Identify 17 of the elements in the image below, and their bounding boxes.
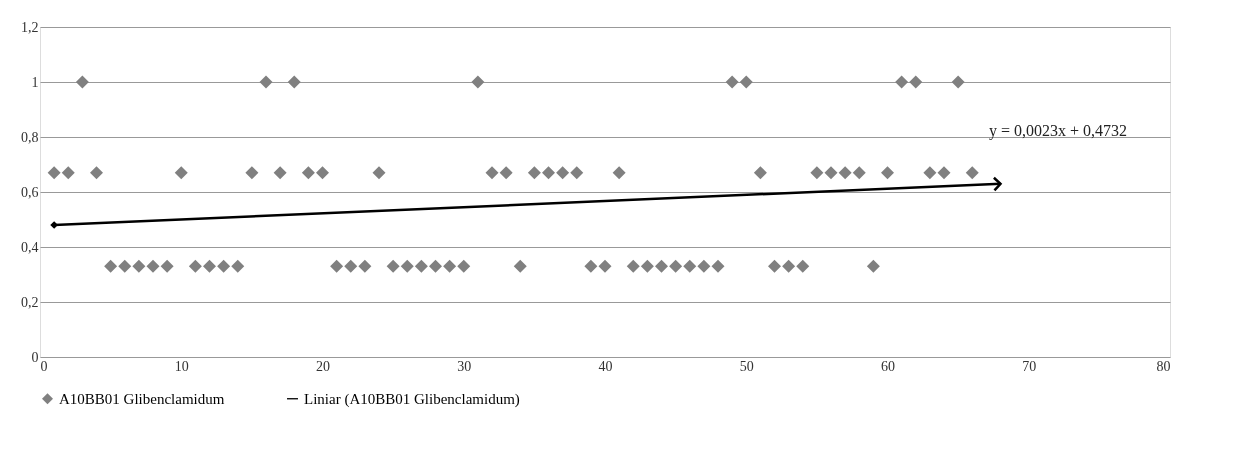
- x-tick-label: 80: [1156, 358, 1171, 374]
- x-tick-label: 40: [598, 358, 613, 374]
- x-tick-label: 70: [1022, 358, 1037, 374]
- y-tick-label: 0,8: [21, 129, 39, 145]
- y-tick-label: 0,4: [21, 239, 39, 255]
- x-tick-label: 10: [174, 358, 189, 374]
- annotation: y = 0,0023x + 0,4732: [988, 122, 1128, 141]
- y-tick-label: 0,2: [21, 294, 39, 310]
- x-tick-label: 20: [316, 358, 330, 374]
- y-tick-label: 1: [31, 74, 39, 90]
- legend-label: A10BB01 Glibenclamidum: [59, 390, 225, 407]
- legend-label: Liniar (A10BB01 Glibenclamidum): [304, 390, 520, 408]
- y-tick-label: 1,2: [21, 19, 39, 35]
- x-tick-label: 30: [457, 358, 472, 374]
- y-tick-label: 0,6: [21, 184, 39, 200]
- x-tick-label: 50: [739, 358, 754, 374]
- x-tick-label: 60: [881, 358, 895, 374]
